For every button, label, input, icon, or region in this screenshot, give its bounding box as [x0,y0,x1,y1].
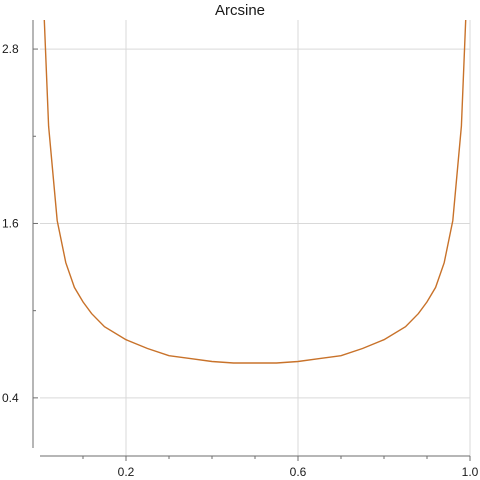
chart-title: Arcsine [215,2,265,19]
y-tick-label-1: 1.6 [2,216,19,230]
grid-lines [40,20,471,456]
y-tick-label-0: 0.4 [2,391,19,405]
x-tick-label-1: 0.6 [290,465,307,479]
tick-labels: 0.2 0.6 1.0 0.4 1.6 2.8 [2,42,479,479]
x-tick-label-2: 1.0 [462,465,479,479]
y-tick-label-2: 2.8 [2,42,19,56]
x-tick-label-0: 0.2 [118,465,135,479]
series-layer [43,19,467,364]
axes [32,20,471,461]
series-line-0 [43,19,467,364]
